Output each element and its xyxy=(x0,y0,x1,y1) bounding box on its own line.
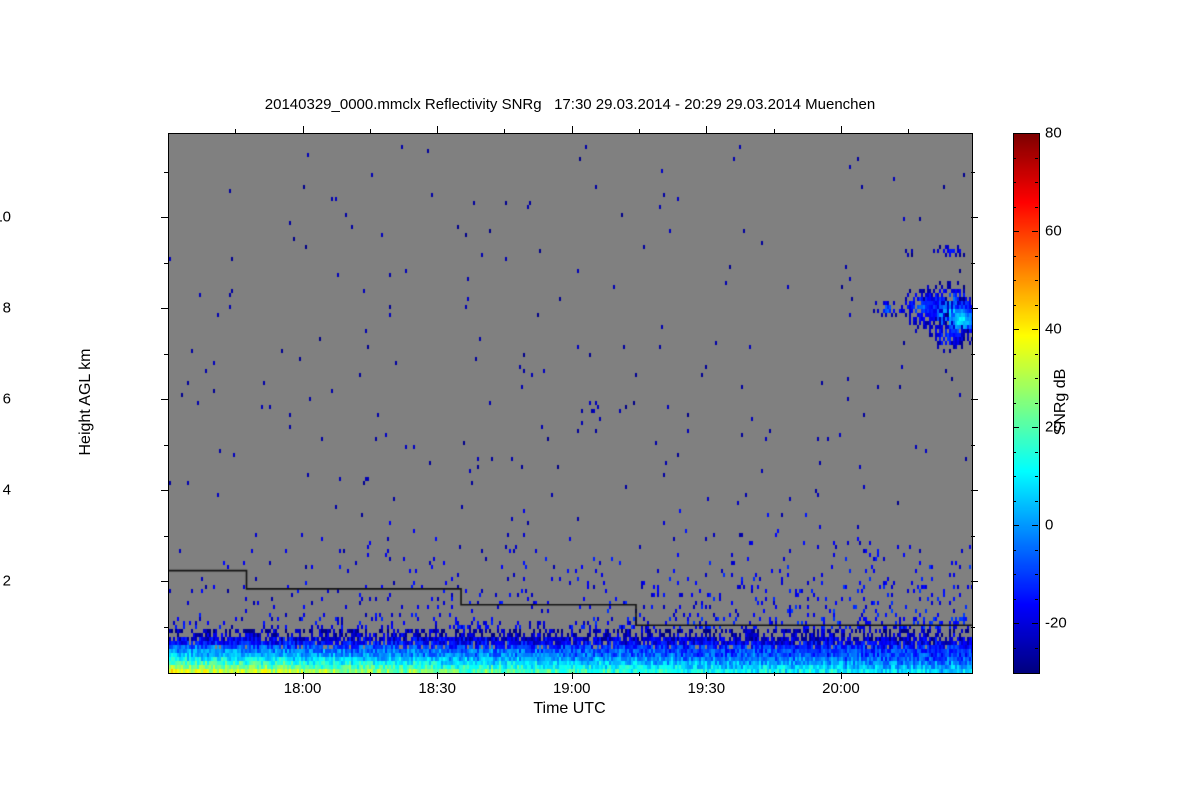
colorbar-tick-label: -20 xyxy=(1045,614,1067,632)
x-tick-label: 18:00 xyxy=(283,680,322,697)
x-tick-label: 19:00 xyxy=(552,680,591,697)
x-tick-mark xyxy=(706,126,708,133)
page-title: 20140329_0000.mmclx Reflectivity SNRg 17… xyxy=(264,96,876,113)
y-tick-label: 8 xyxy=(2,299,11,317)
y-tick-label: 10 xyxy=(0,208,11,226)
colorbar-tick-label: 40 xyxy=(1045,320,1062,338)
x-tick-mark xyxy=(302,126,304,133)
y-axis-title: Height AGL km xyxy=(77,348,94,456)
colorbar xyxy=(1013,133,1040,674)
x-tick-label: 20:00 xyxy=(822,680,860,697)
x-tick-label: 18:30 xyxy=(418,680,456,697)
y-tick-label: 4 xyxy=(2,481,11,499)
y-tick-mark xyxy=(161,490,168,492)
y-tick-mark xyxy=(161,399,168,401)
x-tick-mark xyxy=(437,126,439,133)
x-tick-mark xyxy=(571,126,573,133)
x-axis-title: Time UTC xyxy=(533,700,606,717)
y-tick-label: 2 xyxy=(2,572,11,590)
colorbar-title: SNRg dB xyxy=(1052,368,1069,436)
colorbar-tick-label: 60 xyxy=(1045,222,1062,240)
colorbar-tick-label: 0 xyxy=(1045,516,1054,534)
x-tick-label: 19:30 xyxy=(687,680,726,697)
y-tick-mark xyxy=(161,217,168,219)
x-tick-mark xyxy=(840,126,842,133)
colorbar-tick-label: 80 xyxy=(1045,124,1062,142)
heatmap-plot-area xyxy=(168,133,973,674)
heatmap-pixels xyxy=(169,134,972,673)
y-tick-label: 6 xyxy=(2,390,11,408)
colorbar-gradient xyxy=(1014,134,1039,673)
y-tick-mark xyxy=(161,581,168,583)
y-tick-mark xyxy=(161,308,168,310)
